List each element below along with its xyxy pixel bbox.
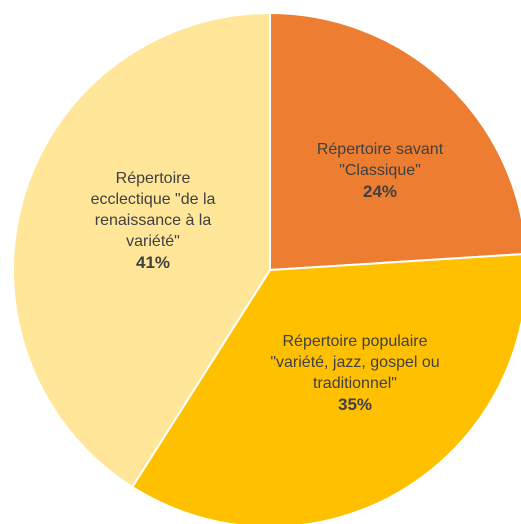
slice-label-ecclectique: Répertoire ecclectique "de la renaissanc…: [68, 168, 238, 273]
slice-label-populaire-percent: 35%: [337, 395, 373, 414]
slice-label-populaire-text: Répertoire populaire "variété, jazz, gos…: [270, 333, 440, 392]
slice-label-classique-text: Répertoire savant "Classique": [316, 140, 444, 179]
slice-label-populaire: Répertoire populaire "variété, jazz, gos…: [235, 331, 475, 415]
slice-populaire: [130, 253, 521, 524]
slice-label-classique-percent: 24%: [362, 181, 398, 201]
slice-ecclectique: [12, 11, 271, 489]
slice-label-ecclectique-percent: 41%: [135, 252, 171, 272]
slice-label-classique: Répertoire savant "Classique" 24%: [280, 139, 480, 202]
slice-classique: [269, 11, 521, 272]
slice-label-ecclectique-text: Répertoire ecclectique "de la renaissanc…: [90, 169, 216, 250]
